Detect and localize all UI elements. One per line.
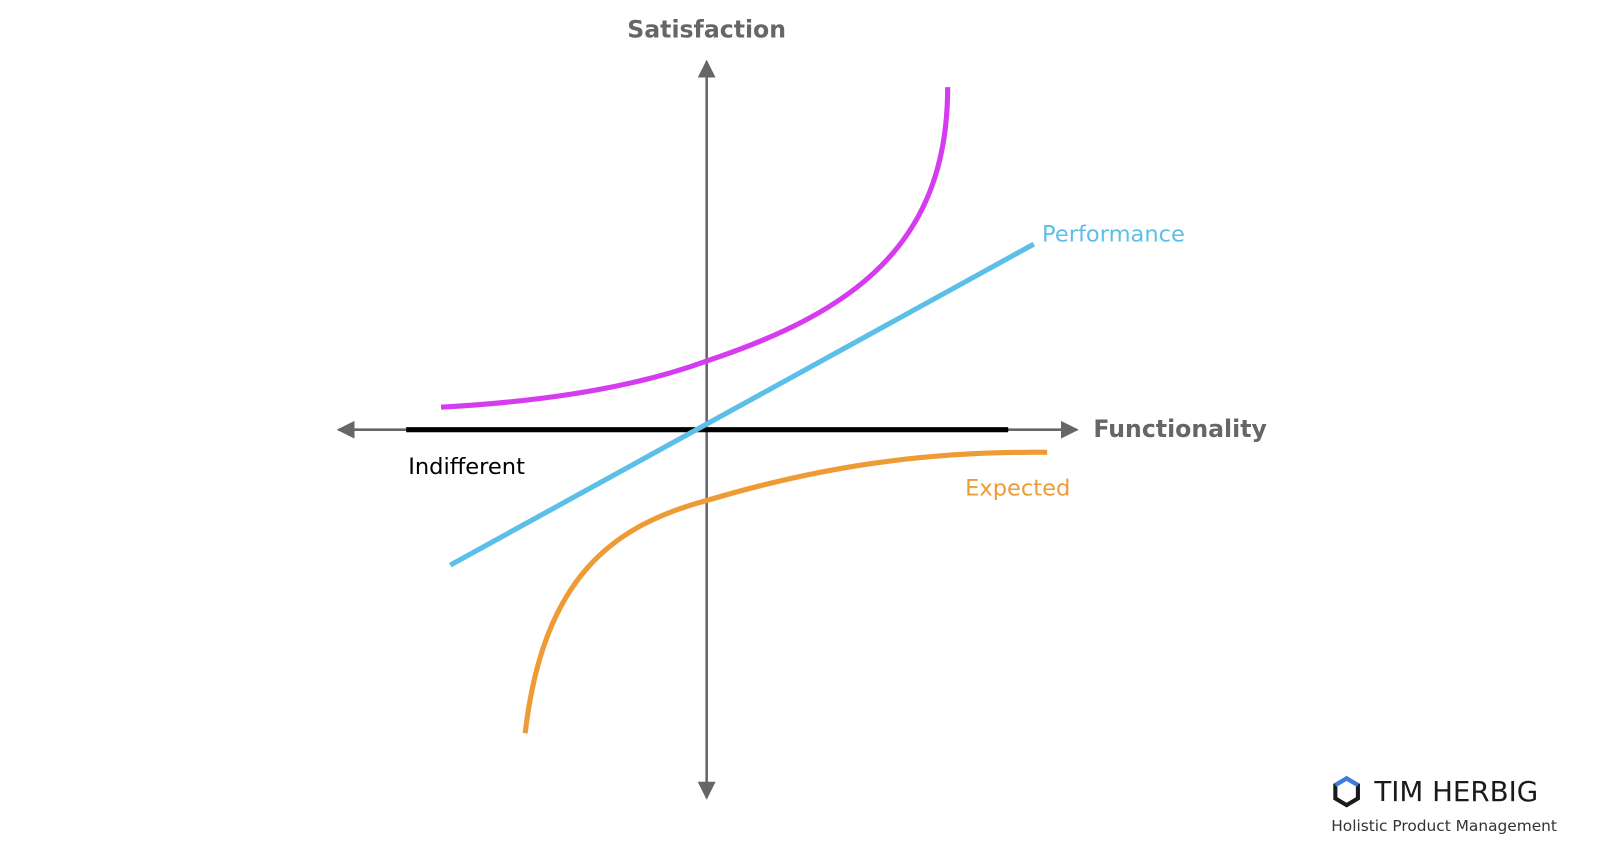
brand-logo — [1333, 776, 1360, 808]
performance-line — [449, 241, 1036, 568]
y-axis-label: Satisfaction — [627, 15, 786, 43]
brand-name: TIM HERBIG — [1373, 775, 1538, 808]
delighter-curve — [440, 87, 951, 410]
x-axis-label: Functionality — [1093, 415, 1267, 443]
expected-curve — [522, 449, 1048, 734]
curve-label: Expected — [965, 476, 1070, 502]
curve-label: Indifferent — [408, 454, 525, 480]
brand-tagline: Holistic Product Management — [1331, 817, 1557, 835]
curve-label: Performance — [1042, 221, 1185, 247]
